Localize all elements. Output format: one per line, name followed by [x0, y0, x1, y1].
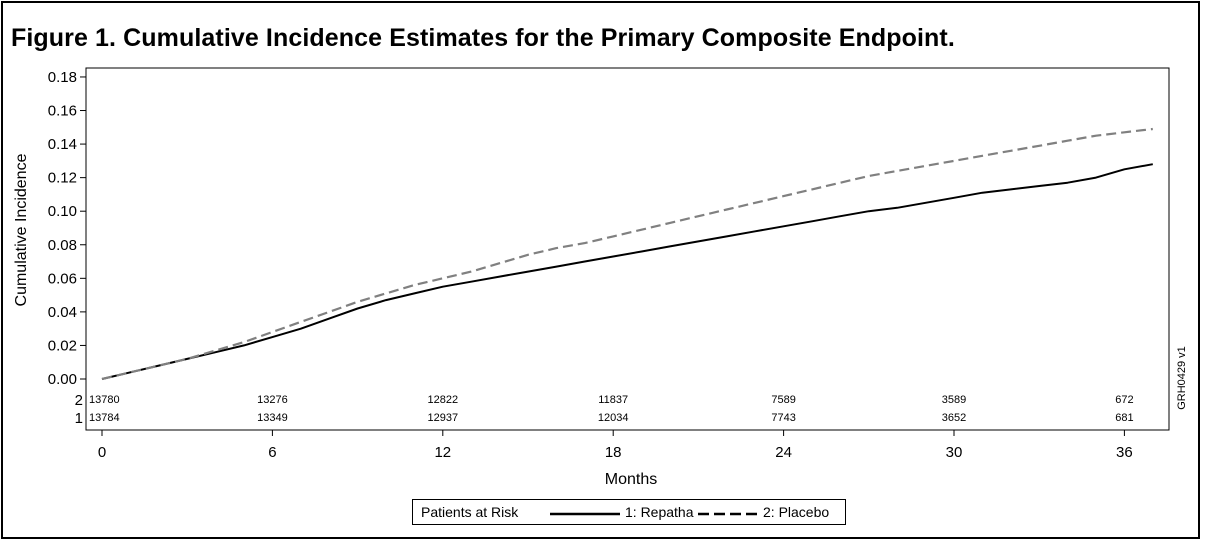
y-tick-label: 0.18 [48, 69, 77, 86]
figure-title: Figure 1. Cumulative Incidence Estimates… [11, 24, 955, 52]
risk-count: 3589 [942, 394, 966, 406]
x-tick-label: 12 [434, 444, 451, 461]
series-line-repatha [101, 163, 1153, 380]
legend-series2-label: 2: Placebo [763, 504, 830, 520]
y-tick-label: 0.08 [48, 237, 77, 254]
risk-count: 13276 [257, 394, 288, 406]
legend: Patients at Risk 1: Repatha 2: Placebo [412, 499, 846, 525]
risk-count: 13784 [89, 412, 120, 424]
x-tick-label: 6 [268, 444, 276, 461]
y-tick-label: 0.10 [48, 203, 77, 220]
risk-count: 12822 [428, 394, 459, 406]
risk-count: 12034 [598, 412, 629, 424]
y-tick-label: 0.00 [48, 371, 77, 388]
y-tick-label: 0.06 [48, 270, 77, 287]
figure-code-label: GRH0429 v1 [1176, 346, 1188, 410]
y-axis-label: Cumulative Incidence [13, 153, 30, 306]
y-tick-label: 0.12 [48, 170, 77, 187]
x-tick-label: 30 [946, 444, 963, 461]
legend-dashed-line-swatch [698, 512, 758, 516]
legend-header: Patients at Risk [421, 504, 519, 520]
legend-series1-label: 1: Repatha [625, 504, 694, 520]
x-tick-label: 18 [605, 444, 622, 461]
risk-row-label: 1 [75, 410, 83, 427]
risk-count: 13349 [257, 412, 288, 424]
x-axis-label: Months [605, 471, 657, 488]
risk-count: 7589 [771, 394, 795, 406]
y-tick-label: 0.14 [48, 136, 77, 153]
y-tick-label: 0.16 [48, 103, 77, 120]
legend-solid-line-swatch [550, 512, 620, 516]
y-tick-label: 0.02 [48, 337, 77, 354]
risk-count: 11837 [598, 394, 628, 406]
series-line-placebo [101, 127, 1153, 381]
risk-count: 7743 [771, 412, 795, 424]
risk-count: 681 [1115, 412, 1133, 424]
risk-count: 12937 [428, 412, 459, 424]
x-tick-label: 36 [1116, 444, 1133, 461]
y-tick-label: 0.04 [48, 304, 77, 321]
x-tick-label: 0 [98, 444, 106, 461]
x-tick-label: 24 [775, 444, 792, 461]
plot-area-border [85, 67, 1170, 431]
risk-count: 3652 [942, 412, 966, 424]
risk-count: 672 [1115, 394, 1133, 406]
risk-row-label: 2 [75, 392, 83, 409]
risk-count: 13780 [89, 394, 120, 406]
